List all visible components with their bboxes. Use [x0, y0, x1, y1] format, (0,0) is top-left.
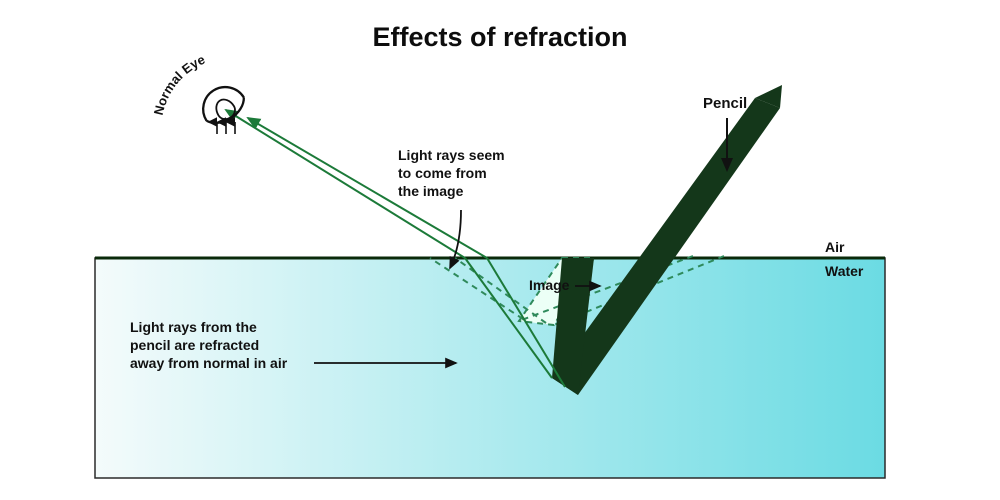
- pencil-label: Pencil: [703, 95, 747, 112]
- annotation-seems-from-image: Light rays seemto come fromthe image: [398, 147, 505, 199]
- image-label: Image: [529, 277, 570, 293]
- eye-label: Normal Eye: [151, 52, 208, 117]
- water-label: Water: [825, 263, 864, 279]
- air-label: Air: [825, 239, 845, 255]
- diagram-title: Effects of refraction: [372, 22, 627, 52]
- eye-icon: [195, 79, 250, 130]
